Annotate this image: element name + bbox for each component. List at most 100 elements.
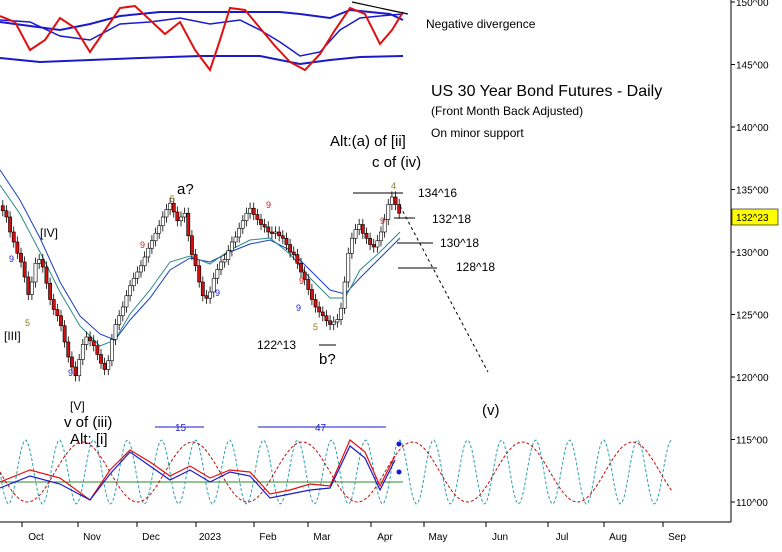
level-128-18-label: 128^18 bbox=[456, 260, 495, 274]
price-candle bbox=[120, 301, 125, 322]
price-candle bbox=[302, 266, 307, 286]
candle-body-up bbox=[179, 216, 183, 222]
price-candle bbox=[320, 306, 325, 322]
candle-body-up bbox=[37, 259, 42, 264]
count-mark: 5 bbox=[170, 194, 175, 204]
price-candle bbox=[382, 213, 387, 238]
price-candle bbox=[233, 231, 238, 248]
price-candle bbox=[51, 293, 56, 316]
x-tick-label: Jul bbox=[556, 532, 569, 543]
price-candle bbox=[248, 202, 252, 219]
candle-body-up bbox=[142, 256, 147, 267]
candle-body-down bbox=[306, 279, 311, 290]
candle-body-up bbox=[331, 321, 336, 325]
price-candle bbox=[84, 331, 89, 351]
price-candle bbox=[182, 207, 187, 223]
chart-subtitle: (Front Month Back Adjusted) bbox=[431, 104, 583, 118]
cycle-label-15: 15 bbox=[175, 423, 187, 434]
x-tick-label: Sep bbox=[668, 532, 686, 543]
x-tick-label: Jun bbox=[492, 532, 508, 543]
candle-body-down bbox=[320, 311, 325, 317]
top-band-upper bbox=[0, 8, 404, 32]
price-candle bbox=[313, 293, 318, 313]
candle-body-up bbox=[120, 306, 125, 317]
candle-body-up bbox=[77, 359, 82, 377]
moving-average-fast bbox=[0, 184, 401, 347]
price-candle bbox=[219, 256, 223, 276]
candle-body-up bbox=[113, 324, 118, 340]
count-mark: 9 bbox=[266, 200, 271, 210]
count-mark: 9 bbox=[296, 303, 301, 313]
price-candle bbox=[364, 227, 369, 244]
price-candle bbox=[88, 331, 92, 347]
candle-body-up bbox=[244, 212, 249, 222]
cycle-indicator: 15 47 bbox=[0, 423, 673, 505]
price-candle bbox=[317, 301, 322, 318]
price-candle bbox=[139, 260, 143, 278]
candle-body-up bbox=[240, 220, 245, 229]
price-candle bbox=[368, 232, 372, 251]
price-candle bbox=[73, 361, 78, 382]
candle-body-down bbox=[259, 219, 263, 225]
wave-label-v-of-iii: v of (iii) bbox=[64, 414, 112, 431]
price-candle bbox=[30, 276, 34, 301]
x-tick-label: 2023 bbox=[199, 532, 222, 543]
price-candle bbox=[168, 197, 172, 216]
candle-body-down bbox=[299, 262, 303, 273]
price-candle bbox=[259, 213, 263, 231]
candle-body-up bbox=[150, 240, 154, 249]
price-candle bbox=[190, 230, 194, 261]
projection-line bbox=[399, 205, 489, 373]
price-candle bbox=[335, 313, 340, 328]
candle-body-up bbox=[382, 219, 387, 233]
candle-body-up bbox=[346, 252, 351, 283]
price-candle bbox=[164, 203, 169, 223]
wave-label-v-bracket: [V] bbox=[70, 399, 85, 413]
wave-label-alt-a-of-ii: Alt:(a) of [ii] bbox=[330, 133, 406, 150]
candle-body-up bbox=[164, 209, 169, 218]
y-tick-label: 110^00 bbox=[736, 498, 768, 509]
price-candle bbox=[26, 271, 31, 301]
candle-body-up bbox=[208, 291, 212, 299]
candle-body-up bbox=[353, 229, 358, 239]
candle-body-down bbox=[99, 354, 103, 364]
candle-body-down bbox=[190, 235, 194, 255]
candle-body-down bbox=[62, 325, 67, 343]
x-tick-label: Apr bbox=[377, 532, 393, 543]
price-candle bbox=[215, 263, 220, 284]
price-candle bbox=[62, 320, 67, 348]
price-candle bbox=[295, 248, 300, 269]
cycle-wave-slow bbox=[0, 441, 673, 503]
candle-body-down bbox=[102, 362, 107, 370]
candle-body-down bbox=[291, 251, 296, 255]
price-candle bbox=[59, 310, 63, 332]
price-candle bbox=[328, 315, 332, 331]
candle-body-down bbox=[313, 299, 318, 308]
price-candle bbox=[324, 310, 329, 327]
candle-body-up bbox=[30, 281, 34, 295]
candle-body-up bbox=[157, 225, 162, 234]
price-candle bbox=[117, 310, 122, 331]
candle-body-down bbox=[26, 276, 31, 295]
candle-body-down bbox=[73, 366, 78, 377]
candle-body-up bbox=[339, 307, 343, 320]
price-candle bbox=[222, 253, 227, 268]
candle-body-up bbox=[335, 319, 340, 323]
chart-title: US 30 Year Bond Futures - Daily bbox=[431, 83, 662, 100]
price-candle bbox=[179, 211, 183, 227]
price-candle bbox=[204, 290, 209, 304]
price-candle bbox=[66, 336, 71, 363]
candle-body-up bbox=[215, 269, 220, 279]
price-candle bbox=[342, 276, 347, 314]
candle-body-down bbox=[48, 282, 52, 300]
price-candle bbox=[262, 218, 267, 233]
candle-body-up bbox=[139, 265, 143, 273]
price-candle bbox=[37, 253, 42, 269]
wave-labels: [IV] [III] [V] v of (iii) Alt: [i] a? b?… bbox=[4, 133, 500, 448]
price-candle bbox=[291, 246, 296, 261]
price-candle bbox=[19, 247, 23, 268]
current-price-box bbox=[731, 208, 779, 226]
candle-body-up bbox=[219, 261, 223, 270]
price-candle bbox=[106, 355, 111, 376]
count-mark: 9 bbox=[380, 216, 385, 226]
